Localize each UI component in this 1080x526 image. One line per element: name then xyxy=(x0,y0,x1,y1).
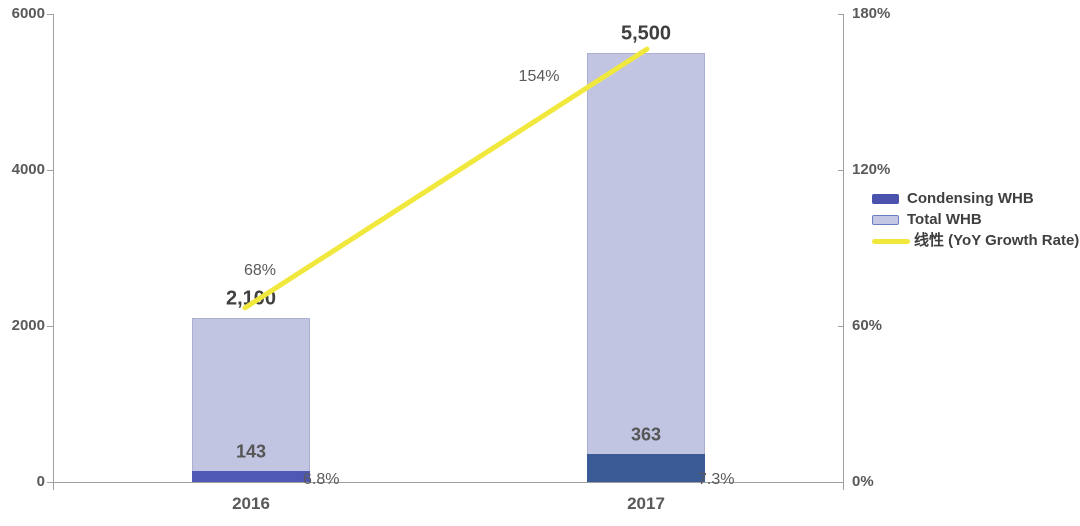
condensing-whb-bar-2016 xyxy=(192,470,310,482)
condensing-whb-bar-2017 xyxy=(587,453,705,482)
condensing-whb-swatch-icon xyxy=(872,194,899,204)
right-axis-tick xyxy=(838,482,844,483)
total-whb-value-label: 2,100 xyxy=(225,287,277,310)
left-axis-tick xyxy=(47,326,53,327)
right-axis-tick-label: 120% xyxy=(852,161,891,178)
left-axis-tick xyxy=(47,482,53,483)
left-axis-tick xyxy=(47,170,53,171)
left-axis-tick-label: 4000 xyxy=(11,161,45,178)
legend: Condensing WHB Total WHB 线性 (YoY Growth … xyxy=(872,190,1080,249)
legend-item-condensing-whb: Condensing WHB xyxy=(872,190,1079,207)
right-axis-tick xyxy=(838,14,844,15)
total-whb-swatch-icon xyxy=(872,215,899,225)
right-axis-tick-label: 0% xyxy=(852,473,874,490)
left-axis-tick xyxy=(47,14,53,15)
left-y-axis-line xyxy=(53,14,54,490)
yoy-growth-value-label: 154% xyxy=(518,68,560,85)
total-whb-value-label: 5,500 xyxy=(620,22,672,45)
right-axis-tick-label: 180% xyxy=(852,5,891,22)
condensing-whb-value-label: 143 xyxy=(235,441,267,462)
x-axis-category-label-2016: 2016 xyxy=(232,494,270,513)
x-axis-category-label-2017: 2017 xyxy=(627,494,665,513)
total-whb-bar-2017 xyxy=(587,53,705,482)
legend-item-total-whb: Total WHB xyxy=(872,211,1079,228)
yoy-line-swatch-icon xyxy=(872,238,910,244)
yoy-growth-value-label: 68% xyxy=(243,262,277,279)
condensing-whb-value-label: 363 xyxy=(630,424,662,445)
legend-item-yoy-growth-line: 线性 (YoY Growth Rate) xyxy=(872,232,1080,249)
left-axis-tick-label: 2000 xyxy=(11,317,45,334)
right-axis-tick xyxy=(838,170,844,171)
right-axis-tick xyxy=(838,326,844,327)
share-percent-label: 6.8% xyxy=(303,471,340,488)
x-axis-line xyxy=(53,482,844,483)
right-y-axis-line xyxy=(843,14,844,490)
left-axis-tick-label: 0 xyxy=(36,473,45,490)
left-axis-tick-label: 6000 xyxy=(11,5,45,22)
share-percent-label: 7.3% xyxy=(698,471,735,488)
legend-label: Total WHB xyxy=(907,211,982,228)
legend-label: 线性 (YoY Growth Rate) xyxy=(914,232,1080,249)
right-axis-tick-label: 60% xyxy=(852,317,883,334)
legend-label: Condensing WHB xyxy=(907,190,1034,207)
